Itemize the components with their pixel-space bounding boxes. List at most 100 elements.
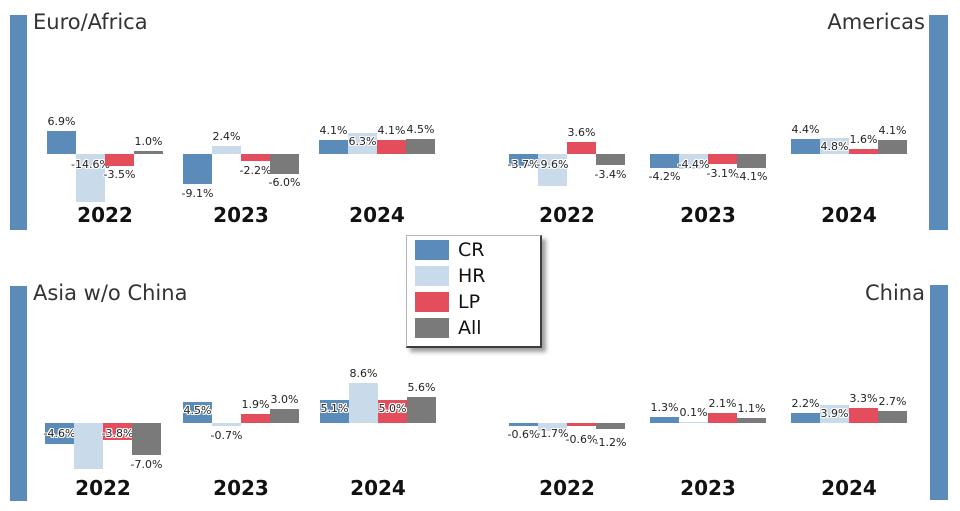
bar-value-label-americas-2023-all: -4.1%: [735, 170, 768, 184]
bar-value-label-china-2023-cr: 1.3%: [650, 401, 679, 415]
bar-americas-2022-hr: [538, 154, 567, 186]
year-label-china-2022: 2022: [539, 476, 595, 500]
bar-euro-africa-2023-hr: [212, 146, 241, 154]
legend-row-all: All: [415, 318, 540, 338]
bar-value-label-china-2023-all: 1.1%: [737, 401, 766, 415]
legend-label-all: All: [458, 317, 482, 339]
bar-euro-africa-2022-cr: [47, 131, 76, 154]
bar-value-label-americas-2022-lp: 3.6%: [567, 126, 596, 140]
bar-asia-w-o-china-2024-cr: [320, 399, 349, 423]
bar-americas-2023-lp: [708, 154, 737, 165]
bar-value-label-china-2022-hr: -1.7%: [536, 427, 569, 441]
bar-value-label-americas-2024-lp: 1.6%: [849, 132, 878, 146]
bar-americas-2024-cr: [791, 139, 820, 154]
bar-asia-w-o-china-2022-hr: [74, 423, 103, 469]
bar-value-label-americas-2024-hr: 4.8%: [820, 140, 849, 154]
bar-value-label-euro-africa-2024-hr: 6.3%: [348, 135, 377, 149]
legend-label-hr: HR: [458, 265, 486, 287]
bar-value-label-asia-w-o-china-2024-lp: 5.0%: [378, 402, 407, 415]
bar-asia-w-o-china-2024-all: [407, 397, 436, 423]
year-label-china-2024: 2024: [821, 476, 877, 500]
bar-value-label-americas-2023-cr: -4.2%: [648, 170, 681, 184]
year-label-americas-2023: 2023: [680, 203, 736, 227]
bar-euro-africa-2023-lp: [241, 154, 270, 162]
bar-value-label-asia-w-o-china-2023-hr: -0.7%: [210, 428, 243, 442]
bar-value-label-asia-w-o-china-2024-hr: 8.6%: [349, 367, 378, 381]
bar-value-label-euro-africa-2023-cr: -9.1%: [181, 186, 214, 200]
bar-china-2023-hr: [679, 421, 708, 423]
bar-euro-africa-2024-cr: [319, 140, 348, 154]
bar-value-label-euro-africa-2022-lp: -3.5%: [103, 168, 136, 182]
bar-value-label-china-2024-all: 2.7%: [878, 394, 907, 408]
bar-value-label-euro-africa-2022-cr: 6.9%: [47, 115, 76, 129]
bar-americas-2022-cr: [509, 154, 538, 167]
accent-bar-bottom-right: [930, 285, 948, 500]
bar-asia-w-o-china-2023-lp: [241, 414, 270, 423]
bar-euro-africa-2023-cr: [183, 154, 212, 185]
bar-americas-2024-hr: [820, 138, 849, 154]
bar-value-label-asia-w-o-china-2024-all: 5.6%: [407, 381, 436, 395]
bar-asia-w-o-china-2024-lp: [378, 400, 407, 423]
year-label-euro-africa-2022: 2022: [77, 203, 133, 227]
bar-asia-w-o-china-2022-all: [132, 423, 161, 456]
bar-euro-africa-2024-all: [406, 139, 435, 154]
year-label-asia-w-o-china-2022: 2022: [75, 476, 131, 500]
bar-value-label-asia-w-o-china-2023-all: 3.0%: [270, 393, 299, 407]
legend-row-cr: CR: [415, 240, 540, 260]
bar-value-label-china-2024-hr: 3.9%: [820, 407, 849, 421]
accent-bar-top-right: [929, 15, 948, 230]
bar-china-2022-cr: [509, 423, 538, 426]
bar-china-2023-all: [737, 417, 766, 423]
bar-value-label-china-2024-lp: 3.3%: [849, 391, 878, 405]
bar-value-label-euro-africa-2023-all: -6.0%: [268, 176, 301, 190]
bar-value-label-americas-2024-all: 4.1%: [878, 124, 907, 138]
bar-value-label-euro-africa-2023-hr: 2.4%: [212, 130, 241, 144]
legend-box: CR HR LP All: [406, 235, 542, 348]
legend-swatch-lp: [415, 292, 449, 312]
year-label-asia-w-o-china-2024: 2024: [350, 476, 406, 500]
panel-title-asia-wo-china: Asia w/o China: [33, 281, 188, 305]
bar-value-label-asia-w-o-china-2023-cr: 4.5%: [183, 404, 212, 418]
bar-china-2024-hr: [820, 405, 849, 423]
bar-value-label-asia-w-o-china-2022-lp: -3.8%: [101, 427, 134, 440]
bar-asia-w-o-china-2024-hr: [349, 383, 378, 423]
accent-bar-top-left: [10, 15, 27, 230]
legend-row-hr: HR: [415, 266, 540, 286]
bar-americas-2024-all: [878, 140, 907, 154]
bar-asia-w-o-china-2023-all: [270, 409, 299, 423]
bar-americas-2024-lp: [849, 148, 878, 154]
bar-euro-africa-2023-all: [270, 154, 299, 174]
year-label-china-2023: 2023: [680, 476, 736, 500]
bar-value-label-euro-africa-2023-lp: -2.2%: [239, 163, 272, 177]
bar-asia-w-o-china-2023-cr: [183, 402, 212, 423]
bar-china-2024-cr: [791, 412, 820, 423]
bar-asia-w-o-china-2022-cr: [45, 423, 74, 445]
year-label-asia-w-o-china-2023: 2023: [213, 476, 269, 500]
bar-value-label-china-2024-cr: 2.2%: [791, 396, 820, 410]
bar-china-2022-lp: [567, 423, 596, 426]
legend-swatch-all: [415, 318, 449, 338]
bar-value-label-euro-africa-2022-all: 1.0%: [134, 134, 163, 148]
accent-bar-bottom-left: [10, 286, 27, 501]
panel-title-euro-africa: Euro/Africa: [33, 10, 148, 34]
legend-label-lp: LP: [458, 291, 481, 313]
bar-value-label-china-2023-hr: 0.1%: [679, 405, 708, 419]
bar-value-label-asia-w-o-china-2022-all: -7.0%: [130, 457, 163, 471]
legend-label-cr: CR: [458, 239, 485, 261]
bar-value-label-asia-w-o-china-2024-cr: 5.1%: [320, 401, 349, 415]
bar-euro-africa-2022-lp: [105, 154, 134, 166]
year-label-euro-africa-2023: 2023: [213, 203, 269, 227]
bar-asia-w-o-china-2022-lp: [103, 423, 132, 441]
bar-americas-2023-hr: [679, 154, 708, 169]
bar-value-label-americas-2022-hr: -9.6%: [536, 158, 569, 171]
bar-value-label-americas-2022-all: -3.4%: [594, 167, 627, 181]
bar-value-label-americas-2024-cr: 4.4%: [791, 123, 820, 137]
bar-value-label-euro-africa-2024-all: 4.5%: [406, 123, 435, 137]
bar-china-2023-cr: [650, 417, 679, 423]
panel-title-china: China: [865, 281, 925, 305]
bar-china-2024-lp: [849, 407, 878, 423]
bar-americas-2022-all: [596, 154, 625, 166]
bar-china-2022-hr: [538, 423, 567, 431]
bar-value-label-americas-2022-cr: -3.7%: [507, 158, 540, 171]
bar-americas-2023-cr: [650, 154, 679, 168]
